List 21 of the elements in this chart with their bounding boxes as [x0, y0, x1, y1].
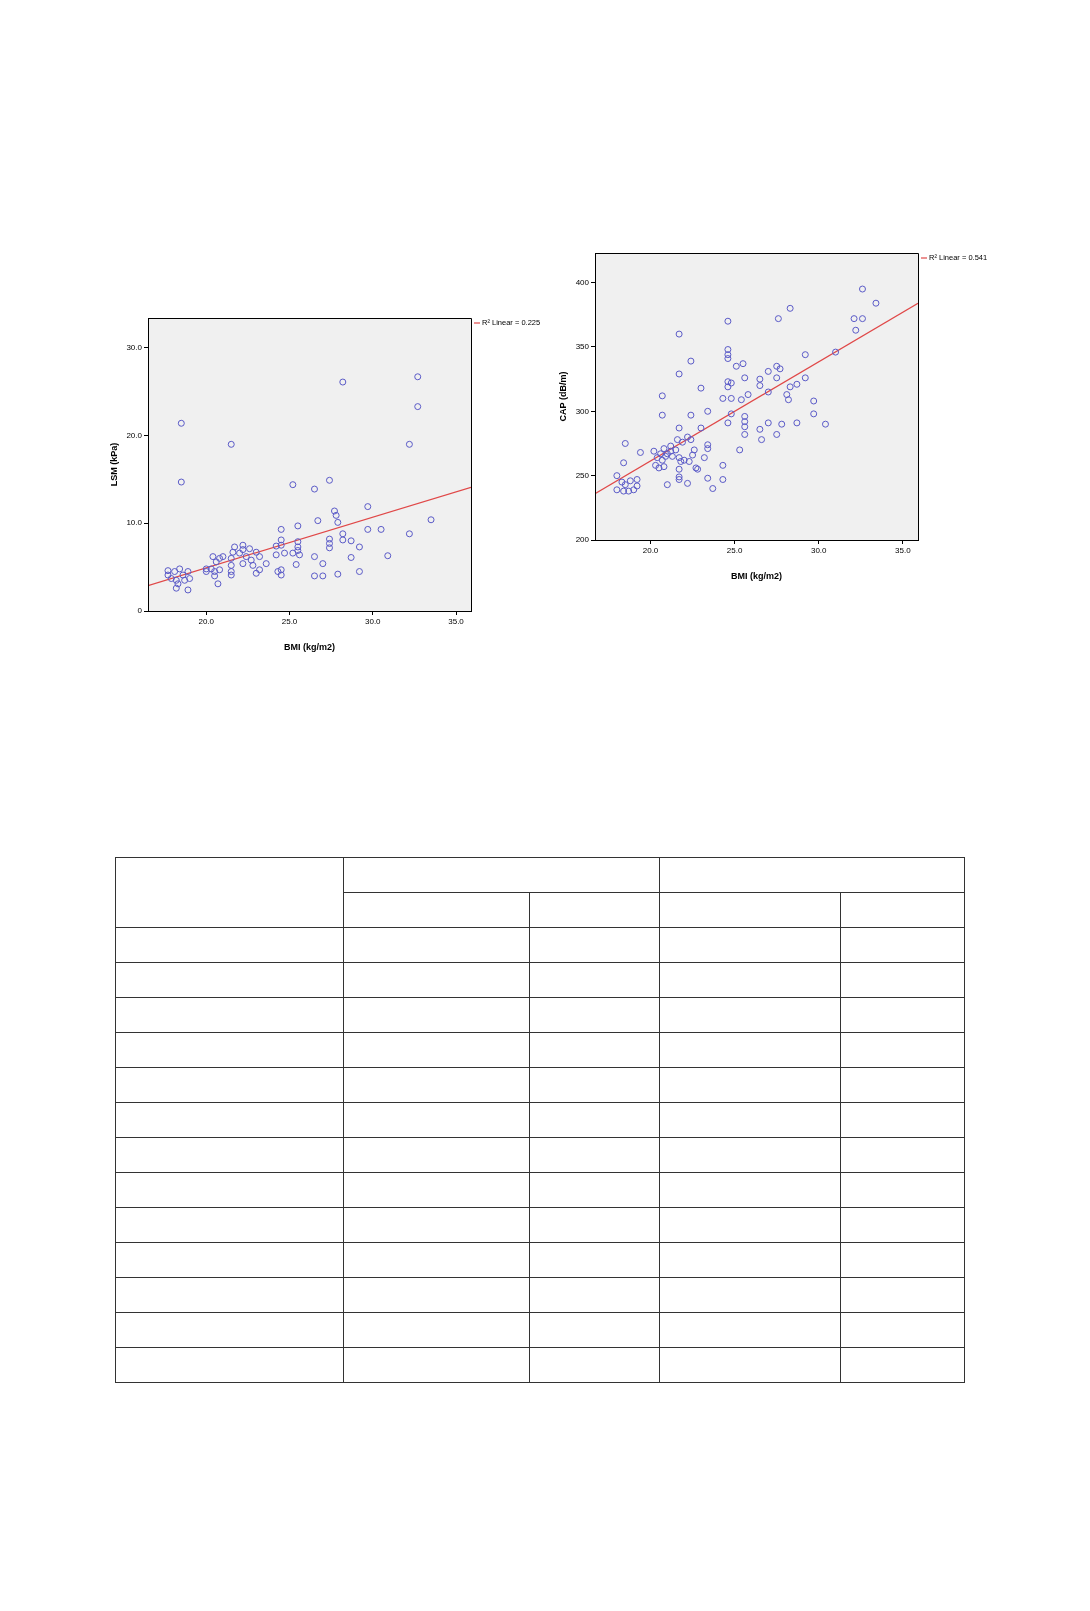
x-tick-label: 20.0 [642, 546, 659, 555]
y-tick-label: 300 [575, 406, 590, 416]
x-tick-label: 25.0 [726, 546, 743, 555]
y-tick-label: 10.0 [126, 518, 143, 528]
y-tick-label: 30.0 [126, 343, 143, 353]
y-axis-title: CAP (dB/m) [557, 371, 568, 422]
y-tick-label: 400 [575, 277, 590, 287]
x-axis-title: BMI (kg/m2) [730, 571, 783, 582]
y-tick-label: 0 [137, 606, 143, 616]
x-tick-label: 30.0 [810, 546, 828, 555]
y-tick-label: 250 [575, 470, 590, 480]
y-tick-label: 200 [575, 535, 590, 545]
x-tick-label: 20.0 [198, 617, 215, 626]
x-tick-label: 35.0 [895, 546, 912, 555]
y-tick-label: 350 [575, 342, 590, 352]
x-tick-label: 30.0 [364, 617, 382, 626]
x-axis-title: BMI (kg/m2) [283, 642, 336, 653]
x-tick-label: 25.0 [281, 617, 298, 626]
y-axis-title: LSM (kPa) [108, 442, 119, 487]
y-tick-label: 20.0 [126, 430, 143, 440]
x-tick-label: 35.0 [448, 617, 465, 626]
